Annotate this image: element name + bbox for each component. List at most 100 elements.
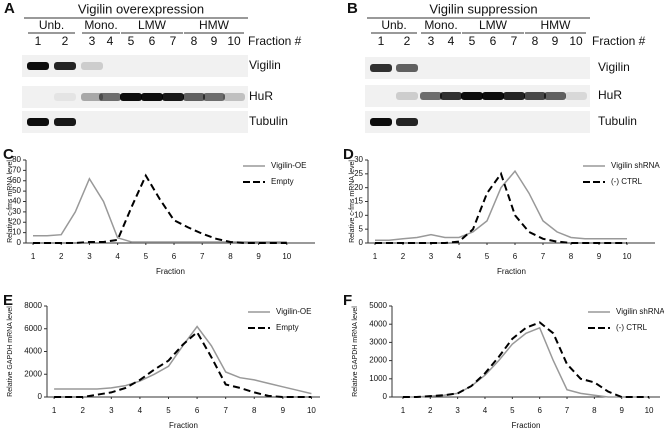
x-tick-label: 4	[483, 406, 488, 415]
legend-label: Vigilin shRNA	[616, 307, 664, 316]
lane-number: 5	[469, 34, 476, 48]
y-tick-label: 50	[12, 186, 21, 195]
band	[203, 93, 225, 101]
lane-number: 2	[404, 34, 411, 48]
x-axis-label: Fraction	[497, 267, 526, 276]
band	[54, 93, 76, 101]
legend-label: Empty	[271, 177, 294, 186]
y-tick-label: 0	[383, 392, 388, 401]
x-tick-label: 1	[31, 252, 36, 261]
series-line	[375, 171, 627, 244]
y-tick-label: 0	[17, 238, 22, 247]
band	[27, 118, 49, 126]
legend-label: Vigilin-OE	[271, 161, 306, 170]
lane-number: 4	[107, 34, 114, 48]
y-tick-label: 1000	[369, 374, 387, 383]
series-line	[54, 325, 312, 395]
panel-label: D	[343, 146, 354, 163]
legend-label: (-) CTRL	[616, 323, 648, 332]
legend-label: (-) CTRL	[611, 177, 643, 186]
legend-label: Empty	[276, 323, 299, 332]
row-label: Vigilin	[598, 60, 630, 74]
x-tick-label: 8	[252, 406, 257, 415]
y-tick-label: 20	[12, 217, 21, 226]
lane-number: 7	[511, 34, 518, 48]
band	[223, 93, 245, 101]
x-tick-label: 8	[228, 252, 233, 261]
x-tick-label: 3	[87, 252, 92, 261]
lane-number: 8	[532, 34, 539, 48]
panel-label: C	[3, 146, 14, 163]
band	[396, 64, 418, 72]
blot-title: Vigilin suppression	[429, 1, 537, 16]
x-axis-label: Fraction	[512, 421, 541, 430]
lane-number: 7	[170, 34, 177, 48]
y-tick-label: 80	[12, 155, 21, 164]
band	[54, 62, 76, 70]
y-axis-label: Relative c-fms mRNA level	[349, 160, 356, 243]
x-tick-label: 6	[537, 406, 542, 415]
group-label: HMW	[541, 18, 572, 32]
lane-number: 8	[191, 34, 198, 48]
y-axis-label: Relative c-fms mRNA level	[7, 160, 14, 243]
x-tick-label: 8	[592, 406, 597, 415]
x-tick-label: 2	[81, 406, 86, 415]
group-label: Mono.	[84, 18, 117, 32]
band	[162, 93, 184, 101]
x-tick-label: 1	[52, 406, 57, 415]
x-tick-label: 10	[282, 252, 291, 261]
series-line	[375, 169, 627, 241]
row-label: HuR	[598, 88, 622, 102]
blot-strip	[365, 111, 590, 133]
y-axis-label: Relative GAPDH mRNA level	[352, 306, 359, 397]
row-label: HuR	[249, 89, 273, 103]
y-axis-label: Relative GAPDH mRNA level	[7, 306, 14, 397]
group-label: Mono.	[424, 18, 457, 32]
series-line	[402, 321, 650, 398]
x-tick-label: 7	[565, 406, 570, 415]
lane-number: 6	[490, 34, 497, 48]
y-tick-label: 5	[359, 224, 364, 233]
y-tick-label: 10	[354, 210, 363, 219]
group-label: Unb.	[381, 18, 406, 32]
x-axis-label: Fraction	[169, 421, 198, 430]
fraction-label: Fraction #	[248, 34, 302, 48]
band	[565, 92, 587, 100]
y-tick-label: 4000	[369, 319, 387, 328]
x-tick-label: 9	[619, 406, 624, 415]
x-tick-label: 5	[485, 252, 490, 261]
x-tick-label: 2	[428, 406, 433, 415]
band	[120, 93, 142, 101]
y-tick-label: 5000	[369, 301, 387, 310]
group-label: LMW	[138, 18, 167, 32]
y-tick-label: 70	[12, 165, 21, 174]
x-tick-label: 10	[645, 406, 654, 415]
band	[27, 62, 49, 70]
band	[183, 93, 205, 101]
y-tick-label: 3000	[369, 338, 387, 347]
series-line	[33, 177, 287, 243]
band	[54, 118, 76, 126]
legend-label: Vigilin shRNA	[611, 161, 660, 170]
band	[370, 118, 392, 126]
x-tick-label: 3	[109, 406, 114, 415]
x-axis-label: Fraction	[156, 267, 185, 276]
series-line	[402, 326, 650, 398]
y-tick-label: 40	[12, 197, 21, 206]
x-tick-label: 8	[569, 252, 574, 261]
panel-label: A	[4, 0, 15, 17]
band	[99, 93, 121, 101]
y-tick-label: 6000	[24, 324, 42, 333]
y-tick-label: 8000	[24, 301, 42, 310]
fraction-label: Fraction #	[592, 34, 646, 48]
blot-strip	[365, 57, 590, 79]
y-tick-label: 10	[12, 228, 21, 237]
row-label: Tubulin	[249, 114, 288, 128]
group-label: Unb.	[39, 18, 64, 32]
x-tick-label: 3	[455, 406, 460, 415]
lane-number: 6	[149, 34, 156, 48]
group-label: LMW	[479, 18, 508, 32]
band	[141, 93, 163, 101]
band	[544, 92, 566, 100]
